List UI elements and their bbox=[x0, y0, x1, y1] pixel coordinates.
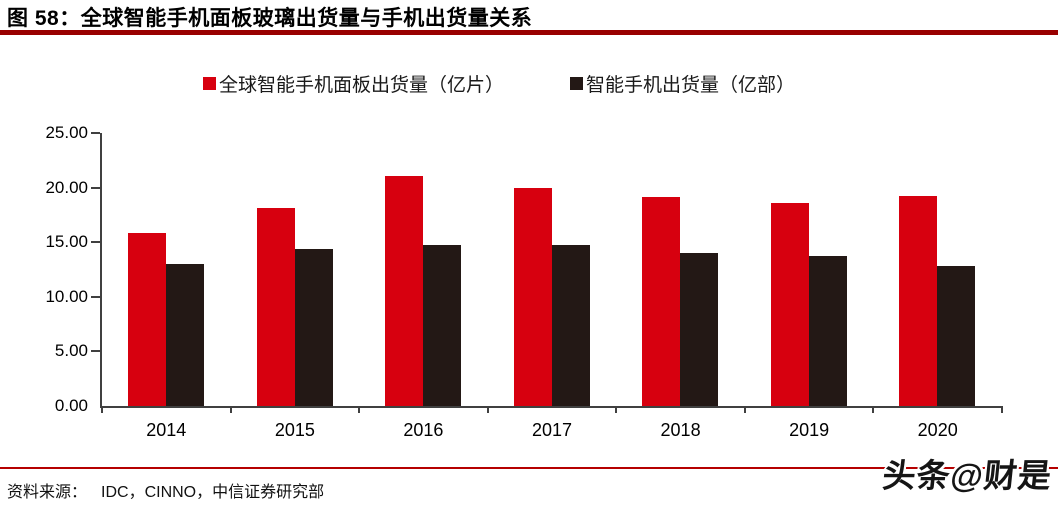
y-axis-tick bbox=[91, 350, 100, 353]
y-axis-tick bbox=[91, 132, 100, 134]
bar-group-2014: 2014 bbox=[102, 133, 231, 440]
y-axis-tick bbox=[91, 186, 100, 189]
x-axis-label-2016: 2016 bbox=[403, 420, 444, 440]
phone-shipments-bar-2015 bbox=[294, 248, 333, 406]
y-axis-label-5.00: 5.00 bbox=[54, 341, 88, 361]
panel-shipments-bar-2015 bbox=[256, 208, 295, 406]
watermark: 头条@财是 bbox=[880, 457, 1054, 494]
source-row: 资料来源： IDC，CINNO，中信证券研究部 bbox=[7, 478, 324, 502]
legend-swatch-phone-shipments bbox=[570, 77, 584, 90]
legend-label-panel-shipments: 全球智能手机面板出货量（亿片） bbox=[219, 75, 505, 96]
legend-label-phone-shipments: 智能手机出货量（亿部） bbox=[586, 75, 796, 96]
phone-shipments-bar-2019 bbox=[808, 256, 847, 406]
phone-shipments-bar-2016 bbox=[423, 245, 462, 406]
y-axis-tick bbox=[91, 241, 100, 244]
phone-shipments-bar-2018 bbox=[680, 253, 719, 406]
x-axis-label-2018: 2018 bbox=[660, 420, 701, 440]
x-axis-label-2017: 2017 bbox=[531, 420, 572, 440]
legend-swatch-panel-shipments bbox=[203, 77, 216, 90]
footer-rule bbox=[0, 467, 1058, 469]
y-axis-label-0.00: 0.00 bbox=[54, 396, 88, 415]
source-text: IDC，CINNO，中信证券研究部 bbox=[101, 484, 325, 501]
legend-item-phone-shipments: 智能手机出货量（亿部） bbox=[570, 70, 795, 97]
panel-shipments-bar-2020 bbox=[899, 196, 938, 406]
bar-group-2015: 2015 bbox=[231, 133, 360, 440]
x-axis-tick bbox=[872, 406, 875, 413]
panel-shipments-bar-2019 bbox=[770, 202, 809, 406]
x-axis-tick bbox=[1001, 406, 1003, 413]
x-axis-label-2019: 2019 bbox=[789, 420, 830, 440]
panel-shipments-bar-2018 bbox=[642, 197, 681, 406]
y-axis-tick bbox=[91, 295, 100, 298]
source-label: 资料来源： bbox=[7, 484, 88, 501]
bar-group-2017: 2017 bbox=[488, 133, 617, 440]
panel-shipments-bar-2014 bbox=[128, 233, 166, 406]
legend-item-panel-shipments: 全球智能手机面板出货量（亿片） bbox=[203, 70, 504, 97]
x-axis-tick bbox=[358, 406, 361, 413]
bar-group-2019: 2019 bbox=[745, 133, 874, 440]
y-axis-label-25.00: 25.00 bbox=[45, 123, 88, 142]
x-axis-tick bbox=[486, 406, 489, 413]
bar-group-2016: 2016 bbox=[359, 133, 488, 440]
panel-shipments-bar-2016 bbox=[385, 175, 424, 406]
phone-shipments-bar-2014 bbox=[166, 264, 204, 406]
phone-shipments-bar-2017 bbox=[551, 245, 590, 406]
bar-group-2018: 2018 bbox=[616, 133, 745, 440]
panel-shipments-bar-2017 bbox=[513, 187, 552, 406]
bar-group-2020: 2020 bbox=[873, 133, 1002, 440]
x-axis-label-2014: 2014 bbox=[146, 420, 187, 440]
x-axis-label-2015: 2015 bbox=[274, 420, 315, 440]
y-axis-label-10.00: 10.00 bbox=[45, 286, 88, 306]
y-axis-label-20.00: 20.00 bbox=[45, 177, 88, 197]
x-axis-tick bbox=[615, 406, 618, 413]
title-underline-rule bbox=[0, 30, 1058, 35]
x-axis-tick bbox=[101, 406, 103, 413]
figure-title: 图 58：全球智能手机面板玻璃出货量与手机出货量关系 bbox=[7, 7, 533, 30]
phone-shipments-bar-2020 bbox=[937, 266, 976, 406]
chart-legend: 全球智能手机面板出货量（亿片） 智能手机出货量（亿部） bbox=[203, 70, 795, 97]
x-axis-tick bbox=[743, 406, 746, 413]
x-axis-tick bbox=[229, 406, 232, 413]
y-axis-label-15.00: 15.00 bbox=[45, 232, 88, 252]
x-axis-label-2020: 2020 bbox=[917, 420, 958, 440]
bar-chart-plot-area: 2014 2015 2016 2017 2018 2019 2020 0.00 5.00 10.0… bbox=[45, 123, 1003, 440]
